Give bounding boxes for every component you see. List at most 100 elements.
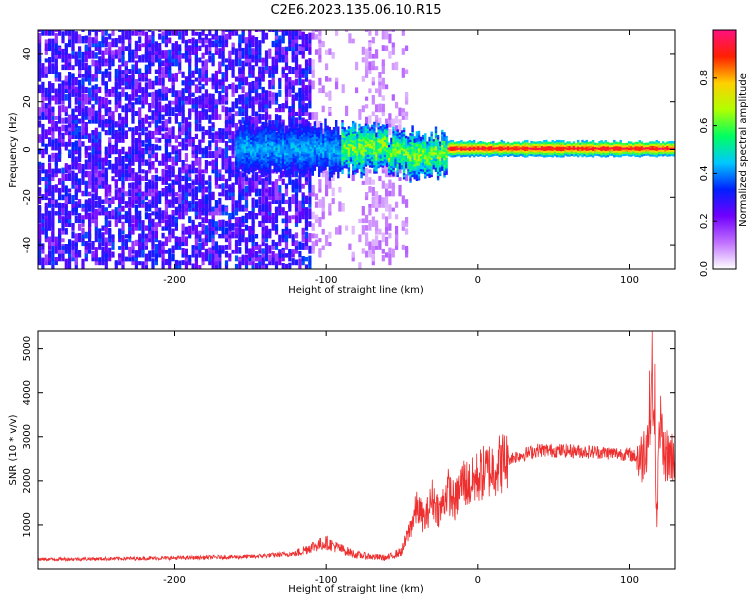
heatmap-cell bbox=[188, 225, 192, 235]
heatmap-cell bbox=[381, 77, 385, 86]
heatmap-cell bbox=[354, 159, 357, 162]
heatmap-cell bbox=[134, 126, 138, 136]
heatmap-cell bbox=[184, 30, 188, 36]
heatmap-cell bbox=[138, 139, 142, 151]
heatmap-cell bbox=[274, 181, 279, 193]
heatmap-cell bbox=[311, 211, 315, 220]
heatmap-cell bbox=[267, 146, 270, 149]
heatmap-cell bbox=[354, 150, 357, 153]
heatmap-cell bbox=[413, 168, 416, 171]
heatmap-cell bbox=[88, 50, 92, 59]
heatmap-cell bbox=[296, 156, 300, 159]
heatmap-cell bbox=[250, 135, 253, 138]
heatmap-cell bbox=[379, 143, 382, 146]
heatmap-cell bbox=[151, 80, 155, 90]
heatmap-cell bbox=[354, 157, 357, 160]
heatmap-cell bbox=[104, 258, 108, 269]
heatmap-cell bbox=[88, 212, 92, 220]
heatmap-cell bbox=[394, 154, 397, 158]
heatmap-cell bbox=[214, 253, 218, 262]
heatmap-cell bbox=[231, 82, 235, 94]
heatmap-cell bbox=[409, 163, 412, 166]
heatmap-cell bbox=[264, 123, 268, 127]
heatmap-cell bbox=[247, 154, 251, 158]
heatmap-cell bbox=[148, 121, 152, 128]
heatmap-cell bbox=[268, 96, 272, 101]
heatmap-cell bbox=[154, 105, 158, 113]
heatmap-cell bbox=[154, 89, 158, 97]
heatmap-cell bbox=[51, 203, 55, 208]
heatmap-cell bbox=[371, 165, 374, 168]
heatmap-cell bbox=[224, 167, 229, 174]
heatmap-cell bbox=[324, 165, 327, 169]
heatmap-cell bbox=[291, 94, 295, 101]
heatmap-cell bbox=[237, 142, 240, 145]
heatmap-cell bbox=[121, 36, 125, 44]
heatmap-cell bbox=[395, 214, 399, 220]
heatmap-cell bbox=[335, 130, 338, 134]
heatmap-cell bbox=[308, 245, 312, 254]
heatmap-cell bbox=[373, 149, 376, 153]
heatmap-cell bbox=[250, 144, 253, 147]
heatmap-cell bbox=[388, 30, 392, 32]
heatmap-cell bbox=[262, 160, 266, 163]
heatmap-cell bbox=[304, 77, 309, 82]
heatmap-cell bbox=[184, 259, 188, 266]
heatmap-cell bbox=[362, 134, 365, 137]
heatmap-cell bbox=[409, 148, 412, 151]
heatmap-cell bbox=[322, 147, 325, 150]
heatmap-cell bbox=[375, 115, 379, 120]
heatmap-cell bbox=[218, 170, 222, 178]
heatmap-cell bbox=[194, 250, 198, 258]
heatmap-cell bbox=[238, 233, 242, 243]
heatmap-cell bbox=[385, 158, 389, 161]
heatmap-cell bbox=[214, 30, 218, 36]
heatmap-cell bbox=[352, 170, 355, 173]
heatmap-cell bbox=[305, 150, 308, 153]
heatmap-cell bbox=[224, 220, 229, 227]
heatmap-cell bbox=[308, 171, 312, 178]
heatmap-cell bbox=[301, 158, 304, 161]
heatmap-cell bbox=[256, 163, 259, 166]
heatmap-cell bbox=[124, 46, 128, 51]
heatmap-cell bbox=[61, 167, 65, 174]
heatmap-cell bbox=[402, 162, 406, 165]
heatmap-cell bbox=[138, 94, 142, 101]
heatmap-cell bbox=[368, 141, 372, 144]
heatmap-cell bbox=[308, 122, 312, 128]
heatmap-cell bbox=[341, 171, 344, 174]
heatmap-cell bbox=[278, 53, 282, 59]
heatmap-cell bbox=[108, 33, 112, 40]
heatmap-cell bbox=[51, 191, 55, 197]
heatmap-cell bbox=[385, 164, 389, 170]
heatmap-cell bbox=[271, 187, 275, 197]
heatmap-cell bbox=[148, 60, 152, 67]
heatmap-cell bbox=[356, 140, 359, 143]
heatmap-cell bbox=[294, 211, 299, 216]
heatmap-cell bbox=[188, 136, 192, 147]
heatmap-cell bbox=[332, 172, 336, 175]
heatmap-cell bbox=[301, 200, 305, 208]
heatmap-cell bbox=[286, 133, 289, 136]
heatmap-cell bbox=[331, 198, 335, 204]
heatmap-cell bbox=[286, 135, 289, 139]
heatmap-cell bbox=[262, 145, 266, 148]
heatmap-cell bbox=[61, 90, 65, 101]
heatmap-cell bbox=[74, 77, 78, 86]
heatmap-cell bbox=[269, 153, 272, 156]
heatmap-cell bbox=[398, 136, 402, 140]
heatmap-cell bbox=[394, 161, 397, 164]
heatmap-cell bbox=[385, 130, 389, 133]
heatmap-cell bbox=[375, 134, 378, 137]
heatmap-cell bbox=[38, 148, 42, 155]
heatmap-cell bbox=[234, 98, 239, 109]
heatmap-cell bbox=[335, 163, 338, 166]
heatmap-cell bbox=[385, 167, 389, 178]
heatmap-cell bbox=[88, 152, 92, 162]
heatmap-cell bbox=[392, 161, 395, 164]
heatmap-cell bbox=[269, 142, 272, 146]
heatmap-cell bbox=[320, 123, 323, 126]
heatmap-cell bbox=[332, 155, 336, 158]
heatmap-cell bbox=[405, 222, 409, 227]
heatmap-cell bbox=[298, 172, 302, 175]
